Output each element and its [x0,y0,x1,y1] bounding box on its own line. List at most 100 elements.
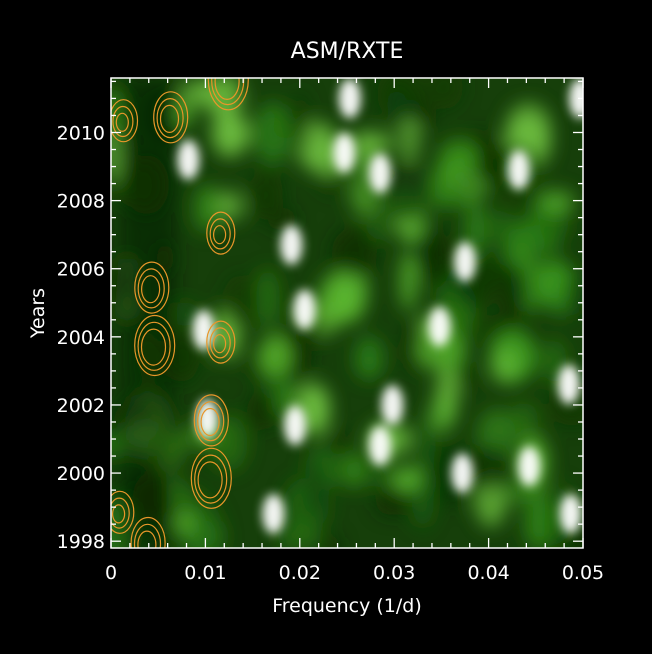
heatmap-cell [316,276,352,326]
heatmap-cell [424,233,451,288]
heatmap-cell [508,402,539,440]
axis-ticks [110,78,584,548]
x-tick-label: 0.04 [467,562,509,584]
heatmap-bright-region [507,150,530,190]
heatmap-cell [523,495,553,548]
y-tick-label: 2004 [57,327,105,349]
heatmap-cell [427,181,471,210]
heatmap-cell [252,102,293,165]
x-tick-label: 0.03 [373,562,415,584]
heatmap-cell [213,190,243,222]
contour-group [134,314,176,377]
y-tick-label: 2006 [57,259,105,281]
plot-frame [110,77,584,549]
heatmap-cell [490,348,519,385]
contour-line [207,78,249,111]
contour-group [130,516,166,548]
heatmap-bright-region [451,453,474,494]
contour-group [153,91,189,144]
contour-line [190,447,232,509]
heatmap-cell [366,214,390,244]
heatmap-cell [536,258,572,304]
contour-line [134,261,170,314]
contour-line [200,407,220,437]
x-axis-label: Frequency (1/d) [272,595,422,617]
heatmap-cell [211,415,248,472]
heatmap-bright-regions [177,78,583,534]
x-tick-label: 0.05 [562,562,604,584]
contour-line [111,497,130,529]
contour-line [137,268,165,309]
contour-line [197,401,225,442]
heatmap-texture [111,78,583,548]
heatmap-bright-region [381,385,404,425]
x-tick-label: 0 [105,562,117,584]
contour-line [111,99,139,143]
heatmap-bright-region [192,310,215,350]
heatmap-cell [321,536,341,548]
contour-line [206,320,236,364]
contour-line [111,504,126,524]
contour-line [130,516,166,548]
heatmap-cell [416,330,464,370]
heatmap-bright-region [293,289,316,330]
heatmap-cell [470,443,510,492]
chart-title: ASM/RXTE [291,39,404,64]
heatmap-cell [181,79,216,107]
heatmap-cell [329,429,347,454]
y-tick-label: 1998 [57,531,105,553]
y-axis-label: Years [27,288,49,339]
contour-line [115,112,129,132]
contour-line [137,321,171,371]
heatmap-cell [222,274,261,330]
contour-overlay [111,78,249,548]
heatmap-cell [425,78,464,110]
heatmap-cell [256,268,280,328]
heatmap-layer [111,78,583,548]
x-tick-labels: 0 0.01 0.02 0.03 0.04 0.05 [105,562,604,584]
heatmap-cell [377,78,424,120]
contour-line [206,211,236,255]
contour-group [190,447,232,509]
heatmap-cell [249,169,284,220]
heatmap-cell [380,195,426,223]
contour-line [159,104,180,134]
x-tick-label: 0.02 [279,562,321,584]
heatmap-bright-region [284,405,307,446]
heatmap-cell [280,317,323,349]
heatmap-bright-region [559,493,582,534]
heatmap-cell [341,452,367,489]
y-tick-label: 2000 [57,463,105,485]
heatmap-bright-region [569,78,583,119]
heatmap-bright-region [557,364,580,405]
heatmap-cell [111,128,121,183]
heatmap-cell [499,264,527,327]
heatmap-cell [259,334,292,380]
heatmap-bright-region [369,153,391,194]
heatmap-cell [194,183,219,233]
contour-line [193,394,229,447]
heatmap-cell [354,335,384,381]
heatmap-bright-region [262,493,285,534]
heatmap-cell [276,524,321,548]
heatmap-bright-region [333,132,356,173]
y-tick-label: 2002 [57,395,105,417]
x-tick-label: 0.01 [184,562,226,584]
heatmap-bright-region [338,78,361,119]
contour-line [209,327,231,359]
heatmap-cell [539,190,575,214]
heatmap-cell [331,227,378,278]
heatmap-cell [190,501,223,548]
contour-group [134,261,170,314]
heatmap-bright-region [454,241,476,282]
contour-line [194,454,228,504]
heatmap-bright-region [428,306,451,347]
heatmap-cell [308,456,326,517]
contour-line [133,523,162,548]
contour-line [197,461,223,499]
heatmap-cell [474,139,505,185]
heatmap-bright-region [518,446,541,487]
heatmap-cell [346,132,393,155]
heatmap-cell [400,252,417,311]
